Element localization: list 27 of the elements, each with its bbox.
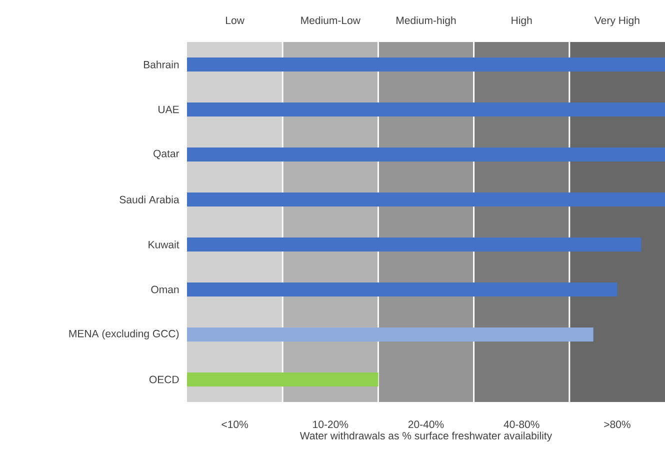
text: <10% bbox=[222, 420, 248, 428]
y-tick-label: Qatar bbox=[154, 150, 180, 160]
x-axis-title: Water withdrawals as % surface freshwater availability bbox=[300, 432, 552, 442]
bar bbox=[187, 58, 665, 72]
bar bbox=[187, 282, 618, 296]
band-label: Very High bbox=[594, 16, 640, 26]
bar bbox=[187, 372, 378, 386]
y-tick-label: OECD bbox=[149, 376, 179, 384]
text: 40-80% bbox=[504, 420, 540, 428]
band-label: Low bbox=[226, 16, 244, 24]
bar bbox=[187, 102, 665, 116]
y-tick-label: Saudi Arabia bbox=[120, 196, 180, 204]
y-tick-label: MENA (excluding GCC) bbox=[69, 330, 179, 340]
bar bbox=[187, 148, 665, 162]
y-tick-label: Bahrain bbox=[144, 60, 179, 68]
y-tick-label: UAE bbox=[158, 106, 179, 114]
band-label: High bbox=[512, 16, 532, 26]
band-label: Medium-Low bbox=[301, 16, 360, 24]
text: >80% bbox=[604, 420, 630, 428]
text: 20-40% bbox=[408, 420, 444, 428]
bar bbox=[187, 328, 594, 342]
band-label: Medium-high bbox=[396, 16, 456, 26]
y-tick-label: Kuwait bbox=[148, 240, 180, 248]
bar bbox=[187, 238, 642, 252]
y-tick-label: Oman bbox=[151, 286, 179, 294]
bar bbox=[187, 192, 665, 206]
text: 10-20% bbox=[313, 420, 348, 428]
